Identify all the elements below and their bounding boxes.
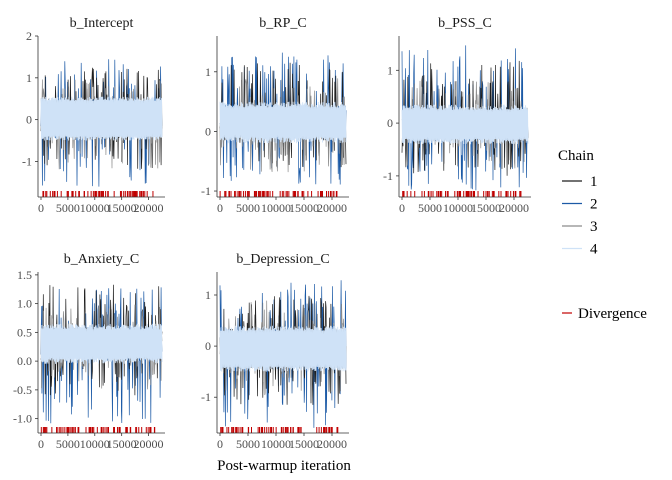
legend-label-chain-3: 3 <box>590 219 598 235</box>
x-tick-label: 15000 <box>289 437 319 451</box>
x-tick-label: 10000 <box>80 201 110 215</box>
x-tick-label: 20000 <box>499 201 529 215</box>
trace-chain-4 <box>40 323 163 364</box>
y-tick-label: -1 <box>22 154 32 168</box>
x-tick-label: 0 <box>217 437 223 451</box>
legend-title: Chain <box>558 148 594 164</box>
trace-chain-4 <box>219 325 347 372</box>
x-tick-label: 20000 <box>134 201 164 215</box>
x-tick-label: 20000 <box>134 437 164 451</box>
legend: Chain 1 2 3 4 Divergence <box>558 148 647 322</box>
trace-chain-3 <box>40 304 163 390</box>
y-tick-label: 1 <box>387 63 393 77</box>
y-tick-label: 0 <box>387 116 393 130</box>
x-tick-label: 10000 <box>80 437 110 451</box>
panel-title: b_PSS_C <box>438 16 492 31</box>
x-tick-label: 5000 <box>236 437 260 451</box>
y-tick-label: 0 <box>26 113 32 127</box>
trace-chain-4 <box>401 104 529 145</box>
x-tick-label: 5000 <box>236 201 260 215</box>
x-axis-title: Post-warmup iteration <box>217 458 351 474</box>
divergence-rug <box>402 191 522 197</box>
y-tick-label: -1 <box>201 184 211 198</box>
x-tick-label: 5000 <box>56 201 80 215</box>
x-tick-label: 0 <box>38 201 44 215</box>
panel-title: b_Intercept <box>70 16 134 31</box>
y-tick-label: 0 <box>205 124 211 138</box>
x-tick-label: 15000 <box>471 201 501 215</box>
x-tick-label: 5000 <box>56 437 80 451</box>
y-tick-label: 1 <box>205 288 211 302</box>
x-tick-label: 10000 <box>443 201 473 215</box>
panel-title: b_Anxiety_C <box>64 252 139 267</box>
y-tick-label: 1 <box>205 65 211 79</box>
y-tick-label: -1.0 <box>13 412 32 426</box>
x-tick-label: 0 <box>399 201 405 215</box>
x-tick-label: 0 <box>217 201 223 215</box>
legend-label-chain-4: 4 <box>590 242 598 258</box>
y-tick-label: -0.5 <box>13 383 32 397</box>
y-tick-label: 0.0 <box>17 354 32 368</box>
divergence-rug <box>40 427 156 433</box>
y-tick-label: -1 <box>383 169 393 183</box>
trace-chain-4 <box>219 101 347 144</box>
legend-label-chain-2: 2 <box>590 197 598 213</box>
panel-title: b_RP_C <box>259 16 306 31</box>
divergence-rug <box>42 191 154 197</box>
panel-title: b_Depression_C <box>236 252 329 267</box>
x-tick-label: 20000 <box>317 201 347 215</box>
divergence-rug <box>219 191 338 197</box>
y-tick-label: 2 <box>26 29 32 43</box>
panel-b_Anxiety_C: b_Anxiety_C -1.0 -0.5 0.0 0.5 1.0 1.5 0 5000 1000… <box>13 252 165 451</box>
x-tick-label: 0 <box>38 437 44 451</box>
x-tick-label: 10000 <box>261 201 291 215</box>
x-tick-label: 5000 <box>418 201 442 215</box>
y-tick-label: -1 <box>201 390 211 404</box>
x-tick-label: 15000 <box>107 437 137 451</box>
divergence-legend-label: Divergence <box>578 306 647 322</box>
y-tick-label: 0.5 <box>17 325 32 339</box>
x-tick-label: 15000 <box>107 201 137 215</box>
legend-label-chain-1: 1 <box>590 174 598 190</box>
y-tick-label: 0 <box>205 339 211 353</box>
divergence-rug <box>220 427 339 433</box>
y-tick-label: 1.5 <box>17 268 32 282</box>
x-tick-label: 20000 <box>317 437 347 451</box>
x-tick-label: 15000 <box>289 201 319 215</box>
trace-chain-4 <box>40 96 163 141</box>
legend-items: 1 2 3 4 <box>562 174 598 258</box>
x-tick-label: 10000 <box>261 437 291 451</box>
y-tick-label: 1.0 <box>17 297 32 311</box>
y-tick-label: 1 <box>26 71 32 85</box>
